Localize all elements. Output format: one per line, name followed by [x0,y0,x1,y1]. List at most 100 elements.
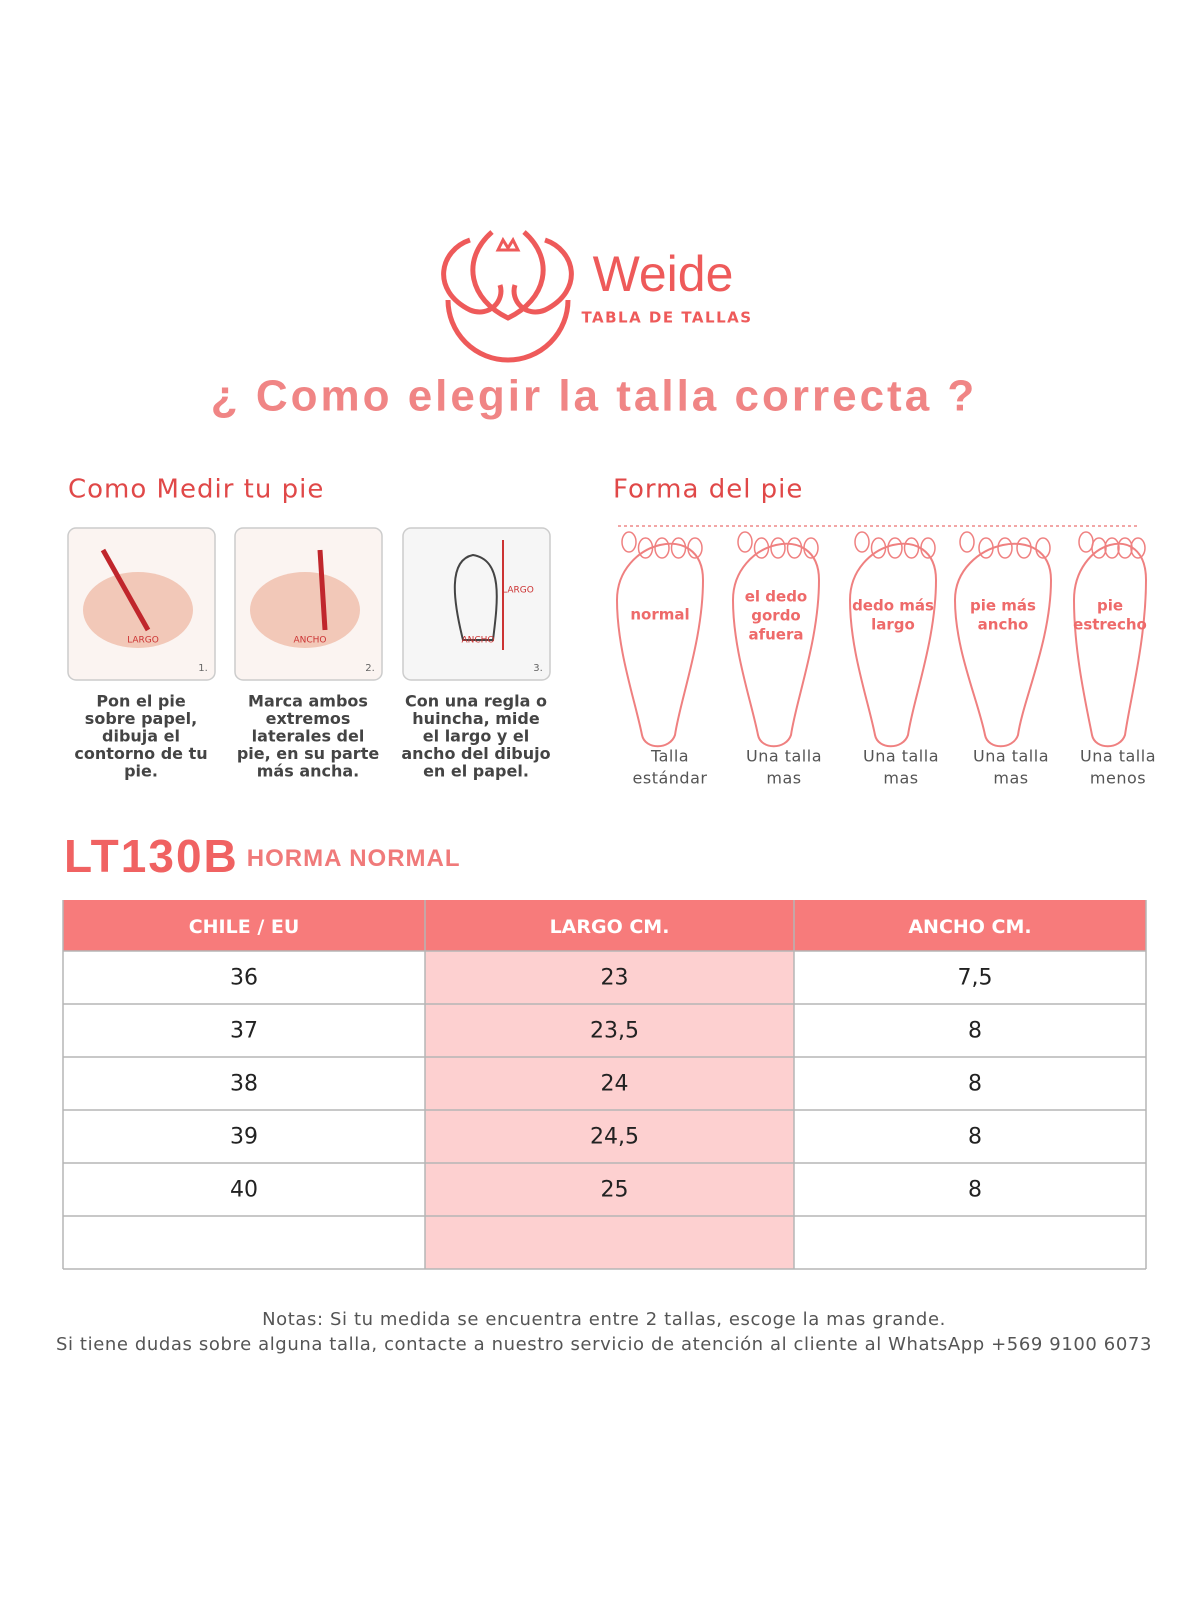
foot-photo [250,572,360,648]
cell: 38 [230,1072,258,1097]
tagline: TABLA DE TALLAS [581,309,752,327]
brand: Weide [593,246,734,302]
shape-caption: Una talla [973,747,1049,766]
shape-caption: menos [1090,769,1146,788]
toe [803,537,819,559]
step-caption: Pon el pie [96,692,186,711]
title: ¿ Como elegir la talla correcta ? [211,372,978,421]
step-caption: contorno de tu [74,744,207,763]
shape-label: largo [871,616,915,634]
step-number: 3. [533,663,543,674]
step-caption: más ancha. [257,762,360,781]
toe [670,537,687,559]
foot-shape [731,542,821,748]
cell: 23 [601,966,629,991]
toe [903,537,920,559]
toe [770,537,786,559]
toe [997,537,1013,559]
toe [1016,537,1032,559]
step-caption: Con una regla o [405,692,547,711]
photo-frame [402,527,551,681]
step-caption: el largo y el [423,727,529,746]
photo-tag: ANCHO [293,636,326,646]
cell: 8 [968,1019,982,1044]
model: LT130B [64,830,239,882]
cell: 37 [230,1019,258,1044]
cell: 24 [601,1072,629,1097]
foot-shape [848,542,938,748]
toe [621,531,637,553]
cell: 25 [601,1178,629,1203]
step-caption: extremos [266,709,351,728]
shape-caption: mas [766,769,801,788]
toe [737,531,753,553]
step-caption: huincha, mide [412,709,540,728]
toe [1130,537,1146,559]
toe [870,537,887,559]
toe [1117,537,1133,559]
foot-shape [1072,542,1148,748]
step-caption: en el papel. [423,762,529,781]
logo-emblem [441,230,574,363]
column-header: CHILE / EU [189,916,300,938]
shape-label: gordo [751,607,800,625]
step-caption: dibuja el [102,727,180,746]
section-heading: Forma del pie [613,475,803,505]
pencil [317,549,328,631]
toe [1035,537,1051,559]
toe [1091,537,1107,559]
shape-caption: mas [883,769,918,788]
shape-label: afuera [748,626,803,644]
shape-label: ancho [978,616,1029,634]
toe [854,531,870,553]
cell: 8 [968,1125,982,1150]
shape-label: pie [1097,597,1123,615]
step-caption: Marca ambos [248,692,368,711]
note: Notas: Si tu medida se encuentra entre 2… [262,1309,946,1330]
shape-caption: Talla [650,747,689,766]
toe [1078,531,1094,553]
step-caption: laterales del [252,727,365,746]
foot-outline [453,553,498,641]
step-caption: sobre papel, [85,709,197,728]
toe [753,537,770,559]
foot-shape [953,542,1053,748]
shape-label: normal [630,606,689,624]
photo-tag: LARGO [502,586,534,596]
shape-caption: estándar [633,769,708,788]
step-caption: ancho del dibujo [401,744,550,763]
toe [637,537,654,559]
cell: 8 [968,1072,982,1097]
fit: HORMA NORMAL [247,845,461,872]
shape-caption: Una talla [746,747,822,766]
header-row [63,900,1146,951]
shape-label: pie más [970,597,1036,615]
step-caption: pie, en su parte [237,744,380,763]
cell: 23,5 [590,1019,639,1044]
model-line: LT130B HORMA NORMAL [64,830,461,882]
step-caption: pie. [124,762,158,781]
step-number: 2. [365,663,375,674]
shape-caption: mas [993,769,1028,788]
shape-label: el dedo [745,588,808,606]
step-number: 1. [198,663,208,674]
note: Si tiene dudas sobre alguna talla, conta… [56,1334,1152,1355]
photo-tag: ANCHO [461,636,494,646]
cell: 7,5 [958,966,993,991]
foot-shape [615,542,705,748]
toe [887,537,903,559]
photo-tag: LARGO [127,636,159,646]
toe [959,531,975,553]
cell: 36 [230,966,258,991]
shape-caption: Una talla [863,747,939,766]
toe [1104,537,1120,559]
shape-label: dedo más [852,597,934,615]
cell: 40 [230,1178,258,1203]
toe [654,537,670,559]
toe [687,537,703,559]
pencil [100,548,151,632]
toe [920,537,936,559]
toe [978,537,994,559]
